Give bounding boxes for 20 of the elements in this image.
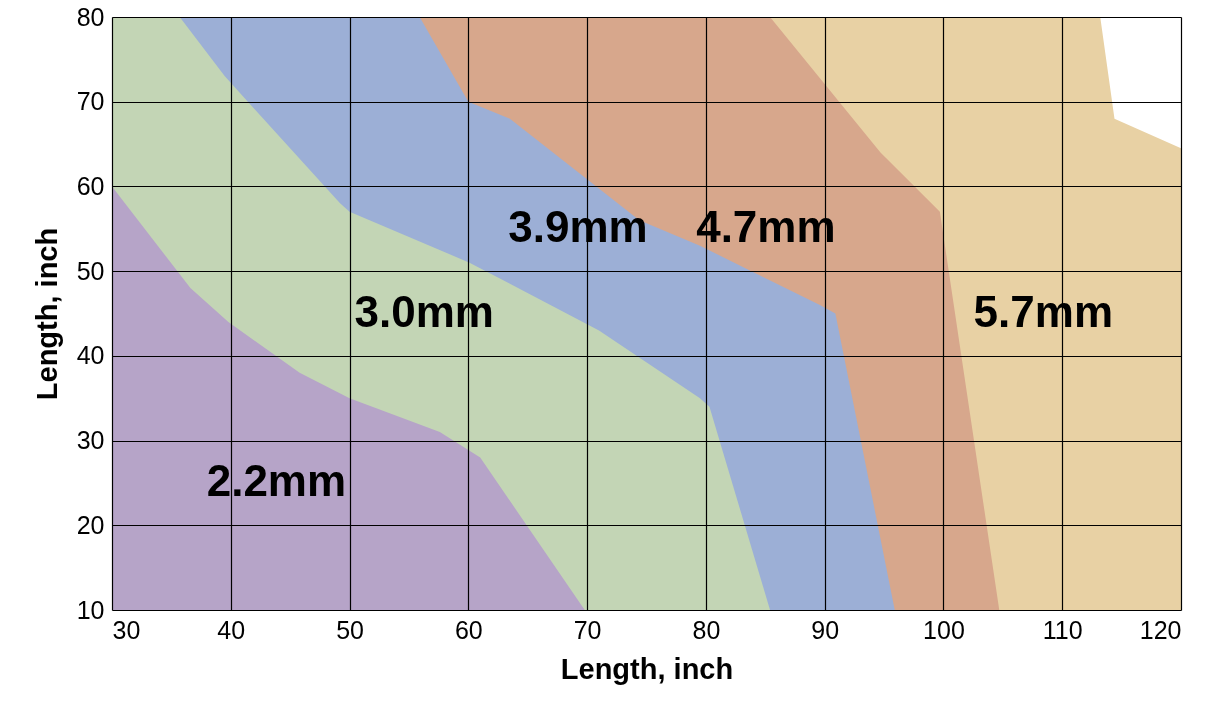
- y-tick-label: 40: [76, 341, 105, 370]
- x-axis-title: Length, inch: [560, 652, 734, 685]
- y-tick-label: 80: [76, 2, 105, 31]
- y-axis-title: Length, inch: [30, 227, 63, 401]
- x-tick-label: 40: [217, 615, 246, 644]
- x-tick-label: 30: [112, 615, 141, 644]
- y-tick-label: 50: [76, 256, 105, 285]
- x-tick-label: 100: [923, 615, 965, 644]
- x-tick-label: 50: [336, 615, 364, 644]
- x-tick-label: 120: [1139, 615, 1182, 644]
- x-tick-label: 110: [1042, 615, 1083, 644]
- y-tick-label: 10: [76, 595, 105, 624]
- x-tick-label: 90: [811, 615, 840, 644]
- x-tick-label: 70: [573, 615, 602, 644]
- x-tick-label: 80: [692, 615, 721, 644]
- x-tick-label: 60: [454, 615, 483, 644]
- y-tick-label: 20: [76, 510, 105, 539]
- y-tick-label: 30: [76, 426, 105, 455]
- y-tick-label: 70: [76, 87, 105, 116]
- y-tick-label: 60: [76, 171, 105, 200]
